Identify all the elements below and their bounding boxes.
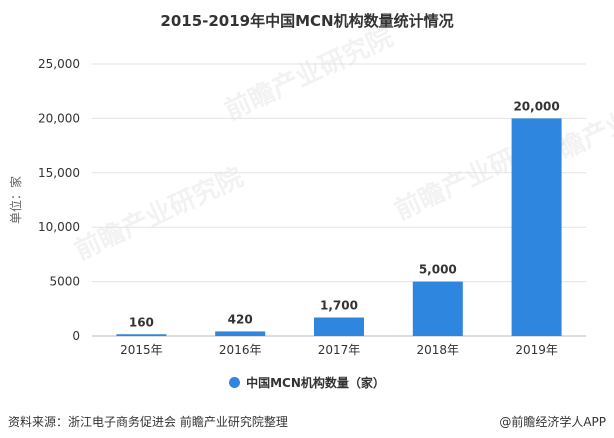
x-tick-label: 2019年 xyxy=(515,343,558,357)
y-tick-label: 20,000 xyxy=(38,111,80,125)
legend-label: 中国MCN机构数量（家） xyxy=(246,376,385,390)
y-tick-label: 5000 xyxy=(49,275,80,289)
x-tick-label: 2016年 xyxy=(219,343,262,357)
credit-note: @前瞻经济学人APP xyxy=(499,415,606,429)
data-label: 160 xyxy=(129,315,154,329)
bar-4 xyxy=(511,118,562,337)
x-tick-label: 2017年 xyxy=(318,343,361,357)
y-axis-label: 单位：家 xyxy=(8,176,23,224)
y-tick-label: 15,000 xyxy=(38,166,80,180)
y-tick-label: 25,000 xyxy=(38,57,80,71)
bar-3 xyxy=(412,281,463,336)
legend: 中国MCN机构数量（家） xyxy=(0,374,614,391)
data-label: 20,000 xyxy=(513,99,559,113)
y-tick-label: 0 xyxy=(72,329,80,343)
data-label: 5,000 xyxy=(419,263,457,277)
footer: 资料来源：浙江电子商务促进会 前瞻产业研究院整理 @前瞻经济学人APP xyxy=(0,406,614,438)
data-label: 420 xyxy=(228,312,253,326)
x-tick-label: 2015年 xyxy=(120,343,163,357)
watermark-1: 前瞻产业研究院 xyxy=(70,161,248,266)
bar-0 xyxy=(116,334,167,336)
source-note: 资料来源：浙江电子商务促进会 前瞻产业研究院整理 xyxy=(8,415,288,429)
y-tick-label: 10,000 xyxy=(38,220,80,234)
bar-2 xyxy=(314,317,364,336)
legend-swatch xyxy=(229,377,241,388)
bar-1 xyxy=(215,331,266,336)
data-label: 1,700 xyxy=(320,299,358,313)
watermark-0: 前瞻产业研究院 xyxy=(220,21,398,126)
x-tick-label: 2018年 xyxy=(417,343,460,357)
chart-title: 2015-2019年中国MCN机构数量统计情况 xyxy=(160,12,454,30)
